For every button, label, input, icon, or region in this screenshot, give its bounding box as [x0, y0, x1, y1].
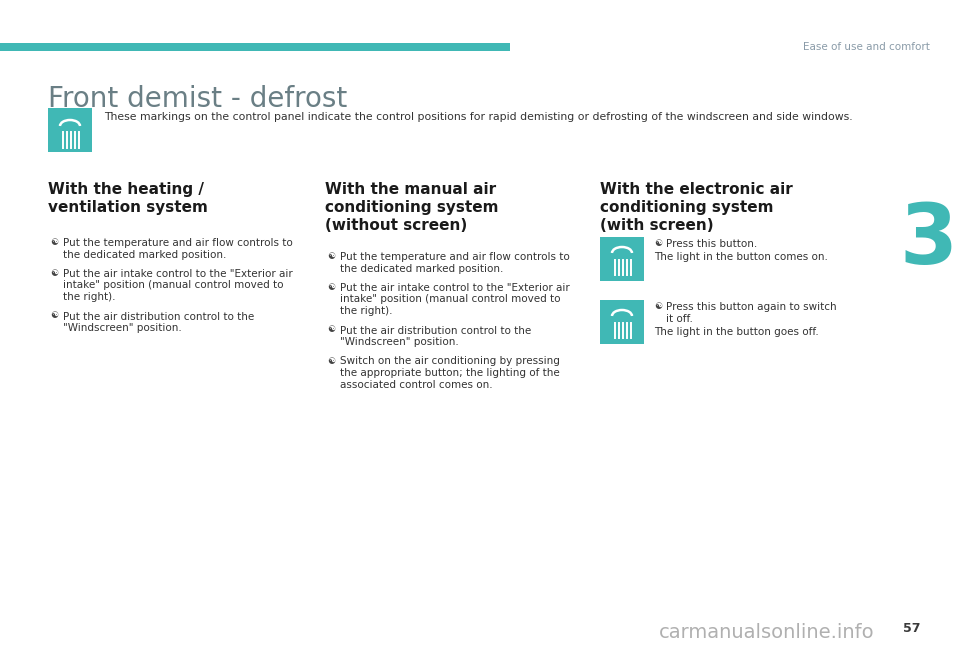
Text: Put the air distribution control to the: Put the air distribution control to the — [340, 326, 531, 336]
Text: ☯: ☯ — [327, 252, 335, 261]
FancyBboxPatch shape — [48, 108, 92, 152]
FancyBboxPatch shape — [600, 237, 644, 281]
Text: With the heating /
ventilation system: With the heating / ventilation system — [48, 182, 208, 215]
Text: Press this button again to switch: Press this button again to switch — [666, 302, 836, 312]
Text: the dedicated marked position.: the dedicated marked position. — [63, 249, 227, 260]
Text: Switch on the air conditioning by pressing: Switch on the air conditioning by pressi… — [340, 356, 560, 367]
Text: the right).: the right). — [63, 292, 115, 302]
Text: The light in the button comes on.: The light in the button comes on. — [654, 252, 828, 262]
Text: These markings on the control panel indicate the control positions for rapid dem: These markings on the control panel indi… — [104, 112, 852, 122]
Text: intake" position (manual control moved to: intake" position (manual control moved t… — [340, 295, 561, 304]
Text: With the electronic air
conditioning system
(with screen): With the electronic air conditioning sys… — [600, 182, 793, 233]
Text: ☯: ☯ — [50, 312, 59, 321]
Text: 3: 3 — [899, 200, 957, 281]
Text: Put the air intake control to the "Exterior air: Put the air intake control to the "Exter… — [63, 269, 293, 279]
Text: Ease of use and comfort: Ease of use and comfort — [804, 42, 930, 52]
Text: ☯: ☯ — [327, 283, 335, 292]
Text: Front demist - defrost: Front demist - defrost — [48, 85, 348, 113]
Text: Put the temperature and air flow controls to: Put the temperature and air flow control… — [340, 252, 569, 262]
Text: ☯: ☯ — [50, 269, 59, 278]
Text: the appropriate button; the lighting of the: the appropriate button; the lighting of … — [340, 368, 560, 378]
Text: ☯: ☯ — [654, 239, 662, 248]
Text: ☯: ☯ — [327, 356, 335, 365]
Text: The light in the button goes off.: The light in the button goes off. — [654, 327, 819, 337]
Text: associated control comes on.: associated control comes on. — [340, 380, 492, 389]
Text: the right).: the right). — [340, 306, 393, 316]
Text: ☯: ☯ — [50, 238, 59, 247]
Text: the dedicated marked position.: the dedicated marked position. — [340, 263, 503, 273]
Text: 57: 57 — [902, 622, 920, 635]
Text: carmanualsonline.info: carmanualsonline.info — [660, 623, 875, 642]
Text: Put the temperature and air flow controls to: Put the temperature and air flow control… — [63, 238, 293, 248]
Text: intake" position (manual control moved to: intake" position (manual control moved t… — [63, 280, 283, 291]
Text: ☯: ☯ — [654, 302, 662, 311]
Text: With the manual air
conditioning system
(without screen): With the manual air conditioning system … — [325, 182, 498, 233]
Text: Put the air distribution control to the: Put the air distribution control to the — [63, 312, 254, 321]
Text: "Windscreen" position.: "Windscreen" position. — [63, 323, 181, 333]
Text: "Windscreen" position.: "Windscreen" position. — [340, 337, 459, 347]
Text: Put the air intake control to the "Exterior air: Put the air intake control to the "Exter… — [340, 283, 569, 293]
Text: ☯: ☯ — [327, 326, 335, 334]
Text: Press this button.: Press this button. — [666, 239, 757, 249]
Text: it off.: it off. — [666, 313, 693, 323]
FancyBboxPatch shape — [600, 300, 644, 344]
